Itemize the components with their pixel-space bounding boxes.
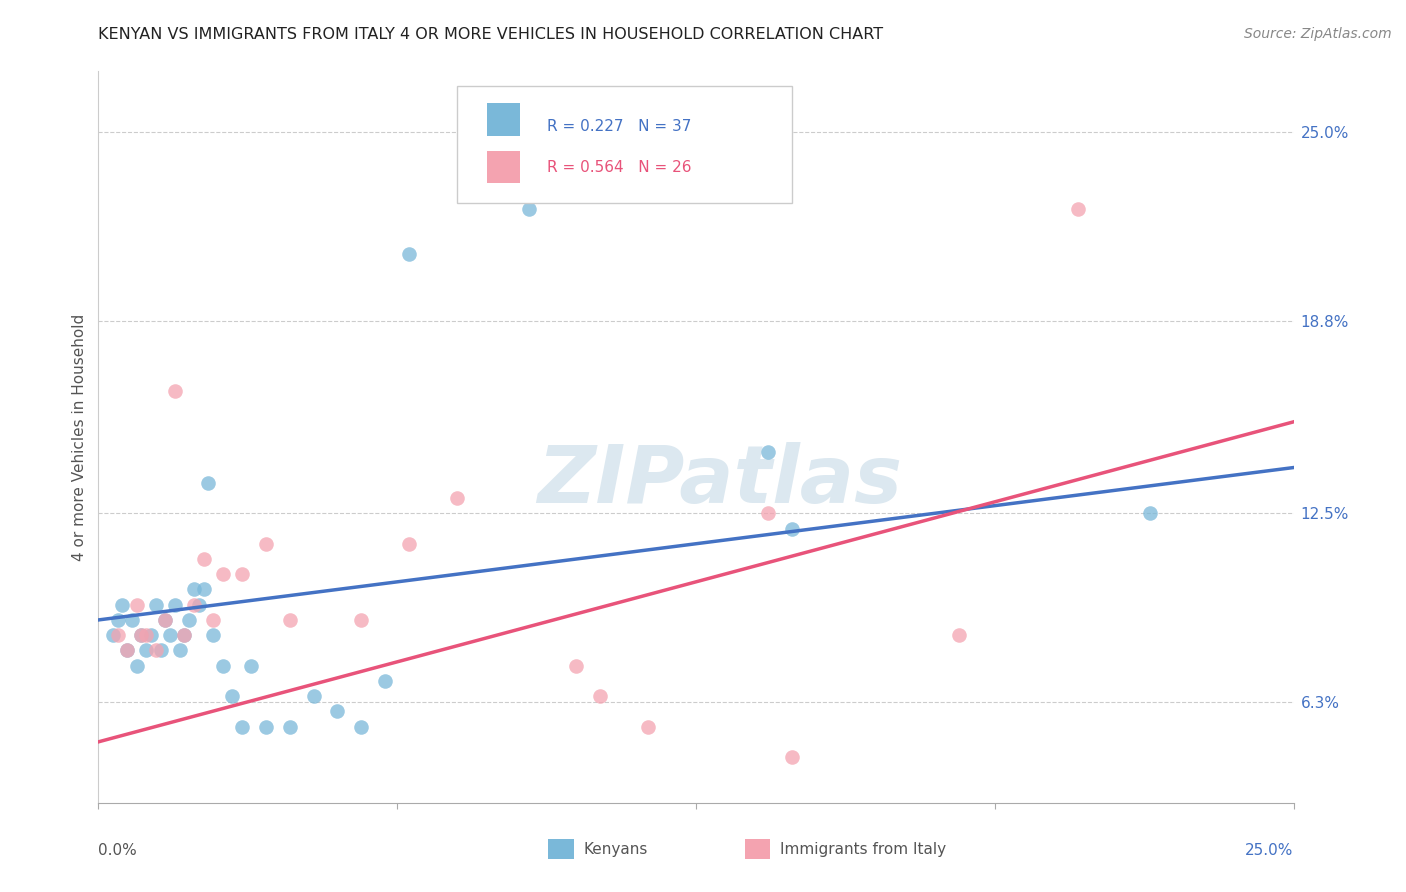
Point xyxy=(179,613,201,627)
Point xyxy=(187,598,209,612)
Point xyxy=(135,628,157,642)
FancyBboxPatch shape xyxy=(486,151,520,184)
Point xyxy=(183,598,205,612)
Point xyxy=(115,643,138,657)
Point xyxy=(211,567,233,582)
Point xyxy=(139,628,162,642)
Point xyxy=(350,613,373,627)
FancyBboxPatch shape xyxy=(457,86,792,203)
Point xyxy=(374,673,396,688)
Point xyxy=(135,643,157,657)
Point xyxy=(756,445,779,459)
Y-axis label: 4 or more Vehicles in Household: 4 or more Vehicles in Household xyxy=(72,313,87,561)
Point xyxy=(155,613,177,627)
Point xyxy=(107,628,129,642)
Point xyxy=(169,643,191,657)
Point xyxy=(326,705,349,719)
Point xyxy=(159,628,181,642)
Point xyxy=(125,658,148,673)
Point xyxy=(125,598,148,612)
Point xyxy=(637,720,659,734)
Text: R = 0.227   N = 37: R = 0.227 N = 37 xyxy=(547,119,690,134)
Point xyxy=(240,658,263,673)
Point xyxy=(221,689,243,703)
Point xyxy=(517,202,540,216)
FancyBboxPatch shape xyxy=(486,103,520,136)
Point xyxy=(302,689,325,703)
Point xyxy=(278,720,301,734)
Point xyxy=(155,613,177,627)
Point xyxy=(1139,506,1161,520)
Point xyxy=(254,720,277,734)
Point xyxy=(111,598,134,612)
Point xyxy=(254,537,277,551)
Point xyxy=(101,628,124,642)
Point xyxy=(131,628,153,642)
Point xyxy=(398,537,420,551)
Point xyxy=(115,643,138,657)
Point xyxy=(202,613,225,627)
Point xyxy=(780,750,803,764)
Point xyxy=(398,247,420,261)
Text: ZIPatlas: ZIPatlas xyxy=(537,442,903,520)
Point xyxy=(1067,202,1090,216)
Text: Source: ZipAtlas.com: Source: ZipAtlas.com xyxy=(1244,27,1392,41)
Text: KENYAN VS IMMIGRANTS FROM ITALY 4 OR MORE VEHICLES IN HOUSEHOLD CORRELATION CHAR: KENYAN VS IMMIGRANTS FROM ITALY 4 OR MOR… xyxy=(98,27,883,42)
Point xyxy=(780,521,803,535)
Point xyxy=(231,567,253,582)
Point xyxy=(173,628,195,642)
Point xyxy=(756,506,779,520)
Point xyxy=(173,628,195,642)
Point xyxy=(278,613,301,627)
Point xyxy=(183,582,205,597)
Text: 0.0%: 0.0% xyxy=(98,843,138,858)
Point xyxy=(202,628,225,642)
Point xyxy=(231,720,253,734)
Point xyxy=(589,689,612,703)
Text: R = 0.564   N = 26: R = 0.564 N = 26 xyxy=(547,160,692,175)
Text: Immigrants from Italy: Immigrants from Italy xyxy=(780,842,946,856)
Text: 25.0%: 25.0% xyxy=(1246,843,1294,858)
Point xyxy=(193,552,215,566)
Point xyxy=(145,598,167,612)
Point xyxy=(197,475,219,490)
Point xyxy=(948,628,970,642)
Point xyxy=(193,582,215,597)
Point xyxy=(446,491,468,505)
Point xyxy=(211,658,233,673)
Point xyxy=(131,628,153,642)
Point xyxy=(565,658,588,673)
Point xyxy=(149,643,172,657)
Point xyxy=(107,613,129,627)
Text: Kenyans: Kenyans xyxy=(583,842,648,856)
Point xyxy=(163,598,186,612)
Point xyxy=(350,720,373,734)
Point xyxy=(163,384,186,399)
Point xyxy=(145,643,167,657)
Point xyxy=(121,613,143,627)
